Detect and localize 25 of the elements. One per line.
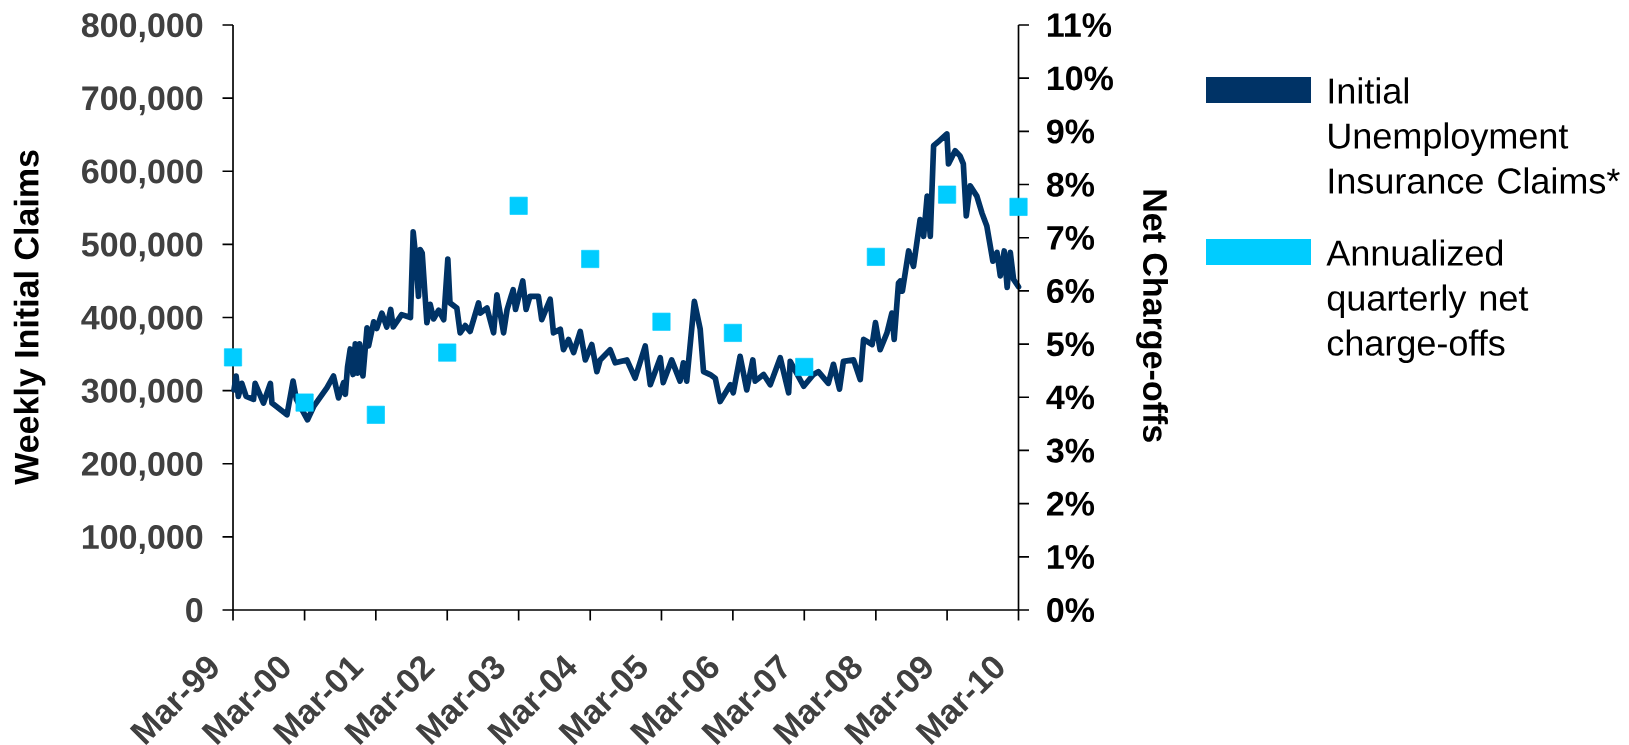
y2-tick-label: 10% [1047, 66, 1113, 91]
y2-tick-label: 1% [1047, 544, 1095, 569]
y-tick-label: 100,000 [82, 525, 203, 554]
y2-tick-label: 6% [1047, 279, 1095, 304]
y-tick-label: 0 [186, 598, 203, 623]
y2-axis-title: Net Charge-offs [1136, 190, 1168, 442]
y2-tick-label: 8% [1046, 172, 1095, 197]
y-tick-label: 700,000 [82, 86, 203, 116]
legend-label: Annualized quarterly net charge-offs [1326, 239, 1529, 363]
y2-tick-label: 4% [1046, 385, 1095, 410]
legend-label: Initial Unemployment Insurance Claims* [1329, 77, 1620, 194]
y-tick-label: 200,000 [81, 451, 203, 481]
y-tick-label: 400,000 [81, 305, 203, 335]
y-tick-label: 500,000 [81, 232, 203, 262]
y-tick-label: 800,000 [81, 13, 203, 43]
y2-tick-label: 2% [1047, 491, 1095, 516]
y2-tick-label: 0% [1047, 598, 1095, 623]
y2-tick-label: 3% [1046, 438, 1095, 463]
y-tick-label: 300,000 [81, 378, 203, 408]
y2-tick-label: 11% [1047, 13, 1112, 38]
y2-tick-label: 9% [1047, 119, 1095, 144]
y-axis-title: Weekly Initial Claims [13, 150, 46, 485]
y2-tick-label: 7% [1047, 225, 1095, 250]
y-tick-label: 600,000 [82, 159, 203, 189]
y2-tick-label: 5% [1046, 332, 1095, 357]
